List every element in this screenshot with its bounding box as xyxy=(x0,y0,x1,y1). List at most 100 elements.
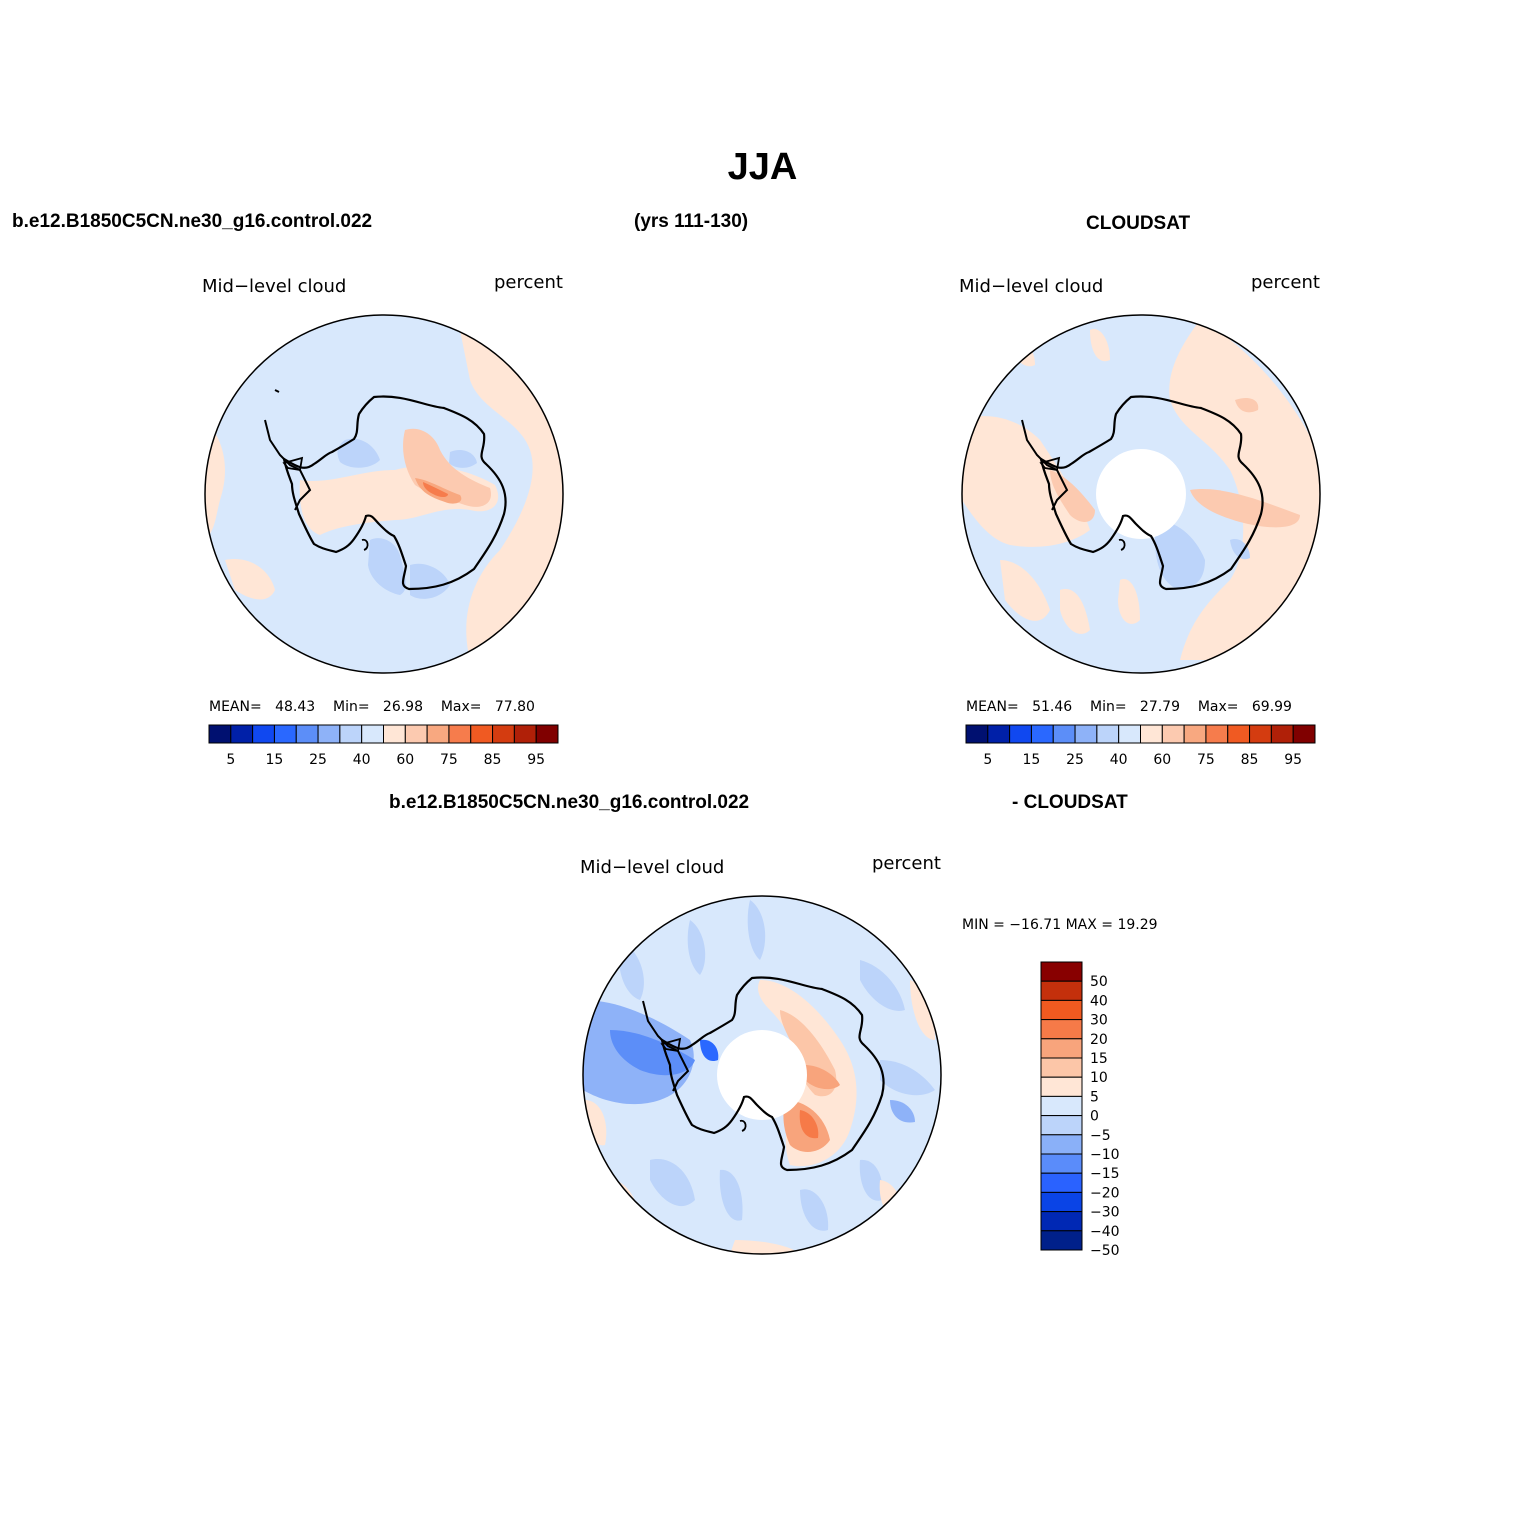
colorbar-box xyxy=(1040,1191,1083,1213)
colorbar-label: −30 xyxy=(1090,1205,1120,1221)
panel-diff-units: percent xyxy=(872,853,941,874)
min-label: Min= xyxy=(1089,699,1127,715)
colorbar-label: 40 xyxy=(353,752,371,768)
colorbar-label: 95 xyxy=(1284,752,1302,768)
colorbar-label: 15 xyxy=(266,752,284,768)
colorbar-box xyxy=(1270,724,1294,744)
diff-case-name: b.e12.B1850C5CN.ne30_g16.control.022 xyxy=(389,792,750,813)
colorbar-label: 5 xyxy=(983,752,992,768)
colorbar-label: 0 xyxy=(1090,1109,1099,1125)
panel-model-stats: MEAN= 48.43 Min= 26.98 Max= 77.80 xyxy=(209,699,535,715)
colorbar-label: −10 xyxy=(1090,1147,1120,1163)
colorbar-box xyxy=(1040,1019,1083,1040)
colorbar-label: 60 xyxy=(396,752,414,768)
page-title: JJA xyxy=(727,146,798,188)
obs-name: CLOUDSAT xyxy=(1086,213,1191,234)
colorbar-box xyxy=(1249,724,1272,744)
colorbar-label: 10 xyxy=(1090,1070,1108,1086)
panel-obs-units: percent xyxy=(1251,272,1320,293)
panel-model-variable: Mid−level cloud xyxy=(202,276,347,297)
min-label: Min= xyxy=(332,699,370,715)
colorbar-label: 20 xyxy=(1090,1032,1108,1048)
max-value: 69.99 xyxy=(1251,699,1292,715)
colorbar-box xyxy=(1140,724,1163,744)
colorbar-box xyxy=(1040,1038,1083,1059)
colorbar-box xyxy=(1052,724,1076,744)
mean-label: MEAN= xyxy=(209,699,262,715)
colorbar-box xyxy=(404,724,428,744)
map-obs xyxy=(961,314,1321,674)
colorbar-box xyxy=(1009,724,1032,744)
colorbar-box xyxy=(339,724,363,744)
colorbar-label: 60 xyxy=(1153,752,1171,768)
colorbar-box xyxy=(383,724,406,744)
colorbar-label: 40 xyxy=(1090,993,1108,1009)
case-name: b.e12.B1850C5CN.ne30_g16.control.022 xyxy=(12,211,373,232)
colorbar-label: −40 xyxy=(1090,1224,1120,1240)
colorbar-box xyxy=(1040,999,1083,1021)
min-value: 26.98 xyxy=(382,699,424,715)
colorbar-box xyxy=(1040,1115,1083,1136)
map-difference xyxy=(582,895,942,1255)
map-model xyxy=(204,314,564,674)
max-label: Max= xyxy=(1197,699,1239,715)
mean-value: 51.46 xyxy=(1032,699,1073,715)
colorbar-box xyxy=(1074,724,1098,744)
colorbar-label: −15 xyxy=(1090,1166,1120,1182)
colorbar-label: 15 xyxy=(1090,1051,1108,1067)
colorbar-box xyxy=(1040,1230,1083,1251)
colorbar-box xyxy=(1040,961,1083,982)
colorbar-box xyxy=(273,724,297,744)
panel-diff-variable: Mid−level cloud xyxy=(580,857,725,878)
colorbar-box xyxy=(1040,1153,1083,1174)
colorbar-box xyxy=(1292,724,1316,744)
diff-minmax: MIN = −16.71 MAX = 19.29 xyxy=(962,917,1158,933)
colorbar-box xyxy=(1096,724,1120,744)
panel-obs-variable: Mid−level cloud xyxy=(959,276,1104,297)
colorbar-box xyxy=(1040,1057,1083,1078)
colorbar-label: 5 xyxy=(1090,1089,1099,1105)
colorbar-label: 50 xyxy=(1090,974,1108,990)
colorbar-box xyxy=(1040,980,1083,1001)
colorbar-label: 75 xyxy=(440,752,458,768)
colorbar-obs: 5 15 25 40 60 75 85 95 xyxy=(965,724,1316,768)
colorbar-box xyxy=(1040,1076,1083,1097)
colorbar-box xyxy=(252,724,275,744)
colorbar-box xyxy=(1118,724,1141,744)
max-label: Max= xyxy=(440,699,482,715)
colorbar-box xyxy=(1040,1095,1083,1117)
max-value: 77.80 xyxy=(494,699,535,715)
colorbar-label: 5 xyxy=(226,752,235,768)
panel-obs-stats: MEAN= 51.46 Min= 27.79 Max= 69.99 xyxy=(966,699,1292,715)
colorbar-label: 25 xyxy=(1066,752,1084,768)
colorbar-box xyxy=(317,724,341,744)
colorbar-box xyxy=(230,724,254,744)
colorbar-box xyxy=(1161,724,1185,744)
mean-value: 48.43 xyxy=(275,699,316,715)
colorbar-box xyxy=(1227,724,1251,744)
colorbar-box xyxy=(208,724,232,744)
colorbar-box xyxy=(492,724,515,744)
colorbar-label: 85 xyxy=(1241,752,1259,768)
colorbar-label: 95 xyxy=(527,752,545,768)
colorbar-box xyxy=(1040,1211,1083,1232)
colorbar-label: 75 xyxy=(1197,752,1215,768)
colorbar-label: 25 xyxy=(309,752,327,768)
colorbar-box xyxy=(1040,1134,1083,1155)
colorbar-box xyxy=(1183,724,1207,744)
colorbar-box xyxy=(1030,724,1054,744)
colorbar-label: −50 xyxy=(1090,1243,1120,1259)
colorbar-label: 15 xyxy=(1023,752,1041,768)
colorbar-model: 5 15 25 40 60 75 85 95 xyxy=(208,724,559,768)
mean-label: MEAN= xyxy=(966,699,1019,715)
colorbar-box xyxy=(295,724,319,744)
colorbar-box xyxy=(535,724,559,744)
colorbar-label: −20 xyxy=(1090,1185,1120,1201)
colorbar-box xyxy=(1040,1172,1083,1193)
diff-obs-name: - CLOUDSAT xyxy=(1012,792,1128,813)
colorbar-box xyxy=(361,724,384,744)
colorbar-label: 30 xyxy=(1090,1013,1108,1029)
years-label: (yrs 111-130) xyxy=(634,211,749,232)
